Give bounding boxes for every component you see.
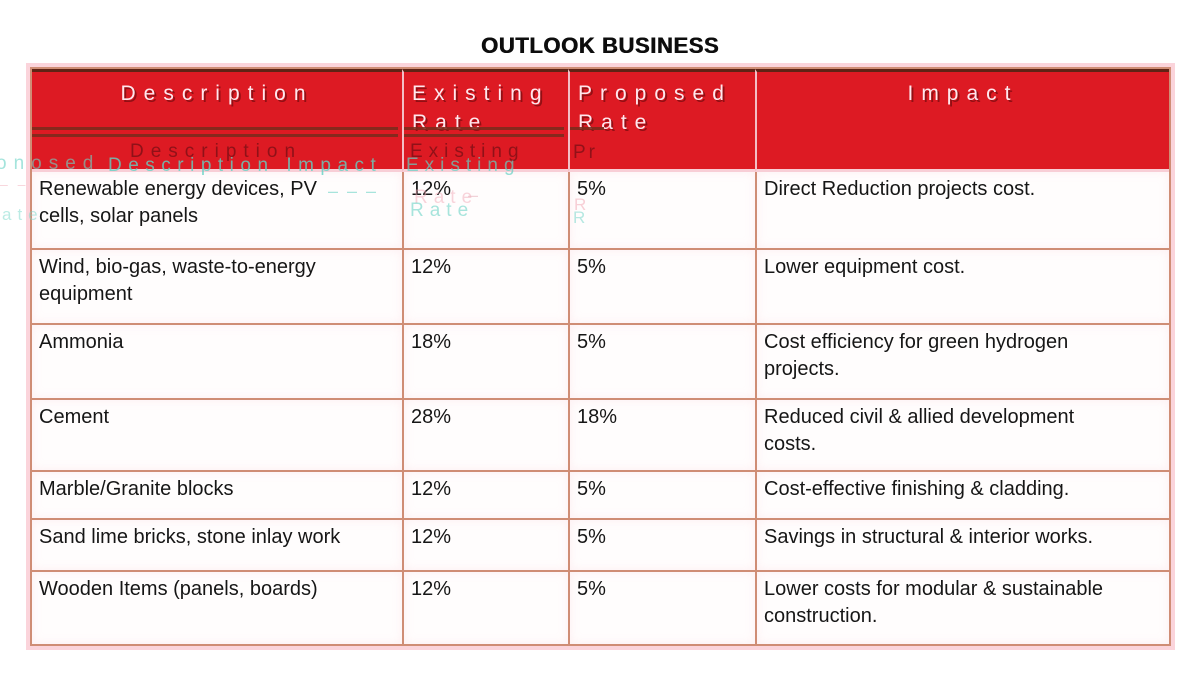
cell-existing-rate-6: 12%: [402, 518, 568, 570]
cell-description-1: Renewable energy devices, PV cells, sola…: [32, 172, 402, 248]
cell-impact-3: Cost efficiency for green hydrogen proje…: [755, 323, 1169, 398]
cell-impact-7: Lower costs for modular & sustainable co…: [755, 570, 1169, 644]
cell-proposed-rate-6: 5%: [568, 518, 755, 570]
cell-existing-rate-2: 12%: [402, 248, 568, 323]
cell-description-6: Sand lime bricks, stone inlay work: [32, 518, 402, 570]
cell-proposed-rate-4: 18%: [568, 398, 755, 470]
cell-existing-rate-7: 12%: [402, 570, 568, 644]
header-cell-description: Description: [32, 69, 402, 172]
rates-table: Description Existing Rate Proposed Rate …: [26, 63, 1175, 650]
ghost-text-artifact: – –: [0, 176, 29, 192]
cell-existing-rate-5: 12%: [402, 470, 568, 518]
header-dark-rule: [32, 127, 398, 130]
cell-existing-rate-1: 12%: [402, 172, 568, 248]
header-cell-proposed-rate: Proposed Rate: [568, 69, 755, 172]
cell-proposed-rate-5: 5%: [568, 470, 755, 518]
cell-proposed-rate-7: 5%: [568, 570, 755, 644]
cell-existing-rate-3: 18%: [402, 323, 568, 398]
header-cell-existing-rate: Existing Rate: [402, 69, 568, 172]
cell-description-4: Cement: [32, 398, 402, 470]
cell-description-3: Ammonia: [32, 323, 402, 398]
cell-proposed-rate-1: 5%: [568, 172, 755, 248]
header-cell-impact: Impact: [755, 69, 1169, 172]
cell-impact-1: Direct Reduction projects cost.: [755, 172, 1169, 248]
cell-proposed-rate-3: 5%: [568, 323, 755, 398]
page-title: OUTLOOK BUSINESS: [480, 33, 720, 58]
cell-impact-2: Lower equipment cost.: [755, 248, 1169, 323]
cell-description-5: Marble/Granite blocks: [32, 470, 402, 518]
cell-impact-4: Reduced civil & allied development costs…: [755, 398, 1169, 470]
cell-description-2: Wind, bio-gas, waste-to-energy equipment: [32, 248, 402, 323]
cell-proposed-rate-2: 5%: [568, 248, 755, 323]
cell-existing-rate-4: 28%: [402, 398, 568, 470]
cell-impact-6: Savings in structural & interior works.: [755, 518, 1169, 570]
header-dark-rule: [404, 127, 564, 130]
header-dark-rule: [570, 127, 604, 130]
cell-impact-5: Cost-effective finishing & cladding.: [755, 470, 1169, 518]
header-dark-rule: [404, 134, 564, 137]
header-dark-rule: [32, 134, 398, 137]
cell-description-7: Wooden Items (panels, boards): [32, 570, 402, 644]
